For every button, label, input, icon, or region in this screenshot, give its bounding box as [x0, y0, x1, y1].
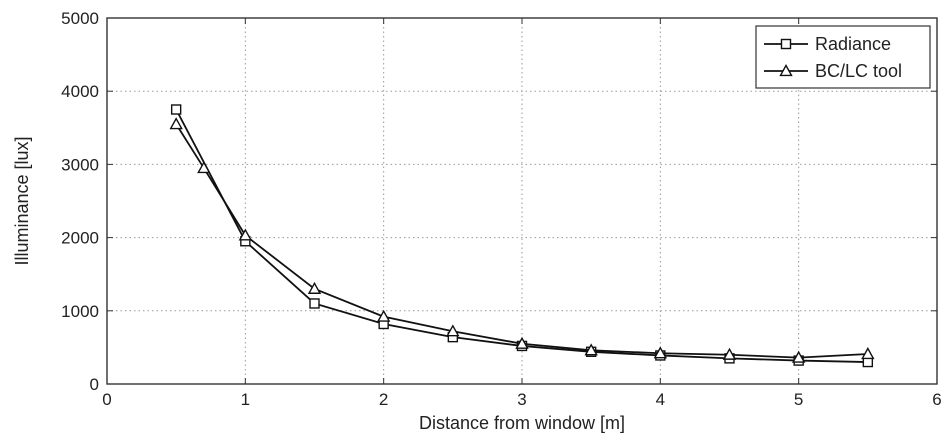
series-line: [175, 123, 868, 359]
data-point: [238, 228, 253, 241]
legend-entry: BC/LC tool: [764, 61, 902, 81]
x-tick-label: 2: [379, 390, 388, 409]
data-point: [170, 104, 182, 115]
y-axis-label: Illuminance [lux]: [12, 136, 32, 265]
data-point: [584, 343, 598, 356]
data-point: [309, 298, 320, 309]
data-point: [861, 347, 875, 360]
data-point: [197, 161, 211, 174]
y-tick-label: 5000: [61, 9, 99, 28]
legend-entry: Radiance: [764, 34, 891, 54]
x-axis-label: Distance from window [m]: [419, 413, 625, 433]
y-tick-label: 4000: [61, 82, 99, 101]
x-tick-label: 3: [517, 390, 526, 409]
x-tick-label: 5: [794, 390, 803, 409]
x-tick-label: 1: [241, 390, 250, 409]
data-point: [791, 350, 806, 363]
x-tick-label: 4: [656, 390, 665, 409]
data-point: [307, 281, 322, 294]
grid-lines: [107, 18, 937, 384]
legend-label: Radiance: [815, 34, 891, 54]
data-point: [446, 324, 460, 337]
y-tick-label: 3000: [61, 155, 99, 174]
data-point: [653, 346, 668, 359]
y-tick-label: 0: [90, 375, 99, 394]
legend-box: [755, 25, 931, 89]
data-point: [376, 309, 391, 322]
data-point: [169, 117, 183, 130]
triangle-marker-icon: [779, 64, 793, 77]
legend: Radiance BC/LC tool: [755, 25, 931, 89]
x-tick-label: 0: [102, 390, 111, 409]
legend-label: BC/LC tool: [815, 61, 902, 81]
series-layer: [169, 104, 875, 368]
y-tick-label: 2000: [61, 229, 99, 248]
y-tick-label: 1000: [61, 302, 99, 321]
square-marker-icon: [780, 38, 792, 50]
axis-ticks: 0 1 2 3 4 5 6 0 1000 2000 3000 4000 5000: [61, 9, 942, 409]
x-tick-label: 6: [932, 390, 941, 409]
data-point: [515, 336, 529, 349]
series-bc-lc-tool: [169, 117, 875, 363]
data-point: [722, 347, 737, 360]
